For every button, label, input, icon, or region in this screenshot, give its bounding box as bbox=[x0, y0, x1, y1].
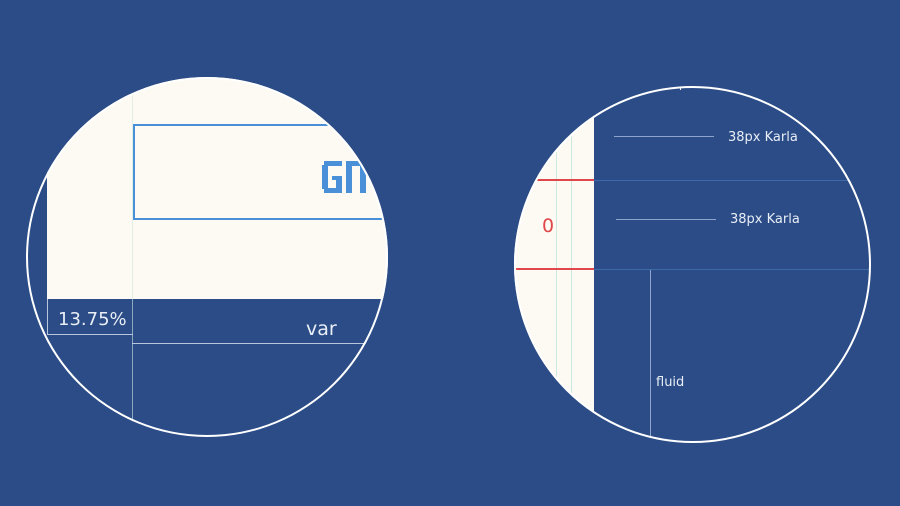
left-zoom-lens: 13.75% var bbox=[26, 77, 388, 437]
top-tick bbox=[680, 86, 681, 90]
baseline-guide-bottom bbox=[594, 269, 871, 270]
guide-line-a bbox=[556, 86, 557, 443]
fluid-measure-line bbox=[650, 270, 651, 443]
zero-label: 0 bbox=[542, 215, 555, 237]
red-marker-top bbox=[536, 179, 594, 181]
guide-line-b bbox=[571, 86, 572, 443]
fluid-label: fluid bbox=[656, 375, 685, 390]
font-measure-line-bottom bbox=[616, 219, 716, 220]
var-label: var bbox=[306, 318, 337, 340]
font-label-bottom: 38px Karla bbox=[730, 212, 800, 227]
column-guide-line bbox=[132, 77, 133, 437]
right-zoom-lens: 0 38px Karla 38px Karla fluid bbox=[514, 86, 871, 443]
percent-tick-left bbox=[47, 299, 48, 335]
font-label-top: 38px Karla bbox=[728, 130, 798, 145]
pixel-logo-icon bbox=[322, 161, 366, 193]
red-marker-bottom bbox=[514, 268, 594, 270]
page-canvas-strip bbox=[514, 86, 594, 443]
font-measure-line-top bbox=[614, 136, 714, 137]
var-measure-line bbox=[132, 343, 388, 344]
percent-measure-line bbox=[47, 334, 133, 335]
percent-label: 13.75% bbox=[58, 309, 127, 330]
header-frame bbox=[133, 124, 388, 220]
baseline-guide-top bbox=[594, 180, 871, 181]
